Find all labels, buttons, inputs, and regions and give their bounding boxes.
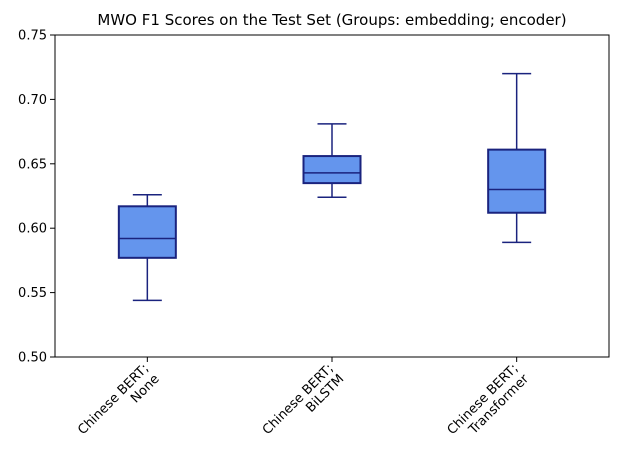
y-tick-label: 0.50 bbox=[18, 351, 47, 366]
y-tick-label: 0.70 bbox=[18, 93, 47, 108]
x-tick-label: Chinese BERT;Transformer bbox=[445, 361, 533, 438]
x-tick-label: Chinese BERT;BiLSTM bbox=[260, 361, 347, 438]
x-tick-label: Chinese BERT;None bbox=[75, 361, 162, 438]
boxes bbox=[117, 72, 547, 302]
iqr-box bbox=[487, 148, 547, 214]
y-tick-label: 0.55 bbox=[18, 286, 47, 301]
iqr-box bbox=[117, 205, 177, 259]
iqr-box bbox=[302, 155, 362, 185]
box-group bbox=[487, 72, 547, 244]
y-tick-label: 0.65 bbox=[18, 157, 47, 172]
y-tick-label: 0.75 bbox=[18, 29, 47, 44]
chart-title: MWO F1 Scores on the Test Set (Groups: e… bbox=[97, 11, 566, 29]
box-group bbox=[302, 123, 362, 199]
box-group bbox=[117, 193, 177, 302]
y-axis: 0.50 0.55 0.60 0.65 0.70 0.75 bbox=[18, 29, 55, 366]
y-tick-label: 0.60 bbox=[18, 222, 47, 237]
x-axis: Chinese BERT;None Chinese BERT;BiLSTM Chin… bbox=[75, 357, 533, 438]
